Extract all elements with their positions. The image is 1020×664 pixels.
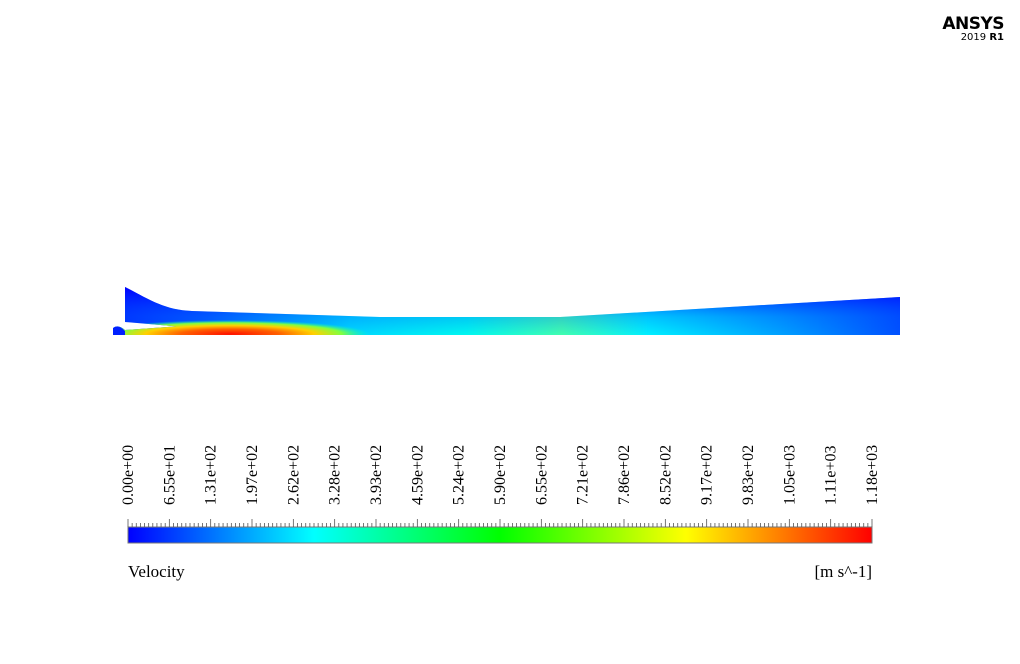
colorbar-tick-label: 1.11e+03 xyxy=(823,445,840,505)
colorbar-tick-label: 8.52e+02 xyxy=(657,445,674,505)
colorbar-tick-label: 7.21e+02 xyxy=(575,445,592,505)
colorbar-tick-label: 9.83e+02 xyxy=(740,445,757,505)
colorbar-tick-label: 1.31e+02 xyxy=(203,445,220,505)
colorbar-tick-label: 1.18e+03 xyxy=(864,445,881,505)
colorbar-tick-label: 6.55e+01 xyxy=(161,445,178,505)
colorbar-ticks xyxy=(127,519,873,527)
colorbar-tick-label: 7.86e+02 xyxy=(616,445,633,505)
colorbar-tick-label: 6.55e+02 xyxy=(533,445,550,505)
colorbar-tick-label: 5.24e+02 xyxy=(451,445,468,505)
flow-domain xyxy=(113,287,900,335)
nozzle-lip-region xyxy=(113,326,125,335)
colorbar-tick-label: 5.90e+02 xyxy=(492,445,509,505)
colorbar-tick-label: 3.93e+02 xyxy=(368,445,385,505)
logo-version: 2019 R1 xyxy=(960,32,1004,43)
colorbar-variable-label: Velocity xyxy=(128,562,185,581)
colorbar: 0.00e+00 6.55e+01 1.31e+02 1.97e+02 2.62e+02… xyxy=(120,445,881,544)
colorbar-tick-label: 1.97e+02 xyxy=(244,445,261,505)
colorbar-tick-label: 1.05e+03 xyxy=(781,445,798,505)
colorbar-tick-label: 3.28e+02 xyxy=(327,445,344,505)
ansys-logo: ANSYS 2019 R1 xyxy=(942,16,1004,43)
colorbar-gradient xyxy=(127,526,873,544)
colorbar-tick-label: 4.59e+02 xyxy=(409,445,426,505)
colorbar-tick-label: 9.17e+02 xyxy=(699,445,716,505)
colorbar-tick-label: 0.00e+00 xyxy=(120,445,137,505)
colorbar-units-label: [m s^-1] xyxy=(814,562,872,581)
colorbar-tick-labels: 0.00e+00 6.55e+01 1.31e+02 1.97e+02 2.62e+02… xyxy=(120,445,881,505)
jet-core xyxy=(113,300,500,335)
logo-brand: ANSYS xyxy=(942,14,1004,34)
colorbar-tick-label: 2.62e+02 xyxy=(285,445,302,505)
